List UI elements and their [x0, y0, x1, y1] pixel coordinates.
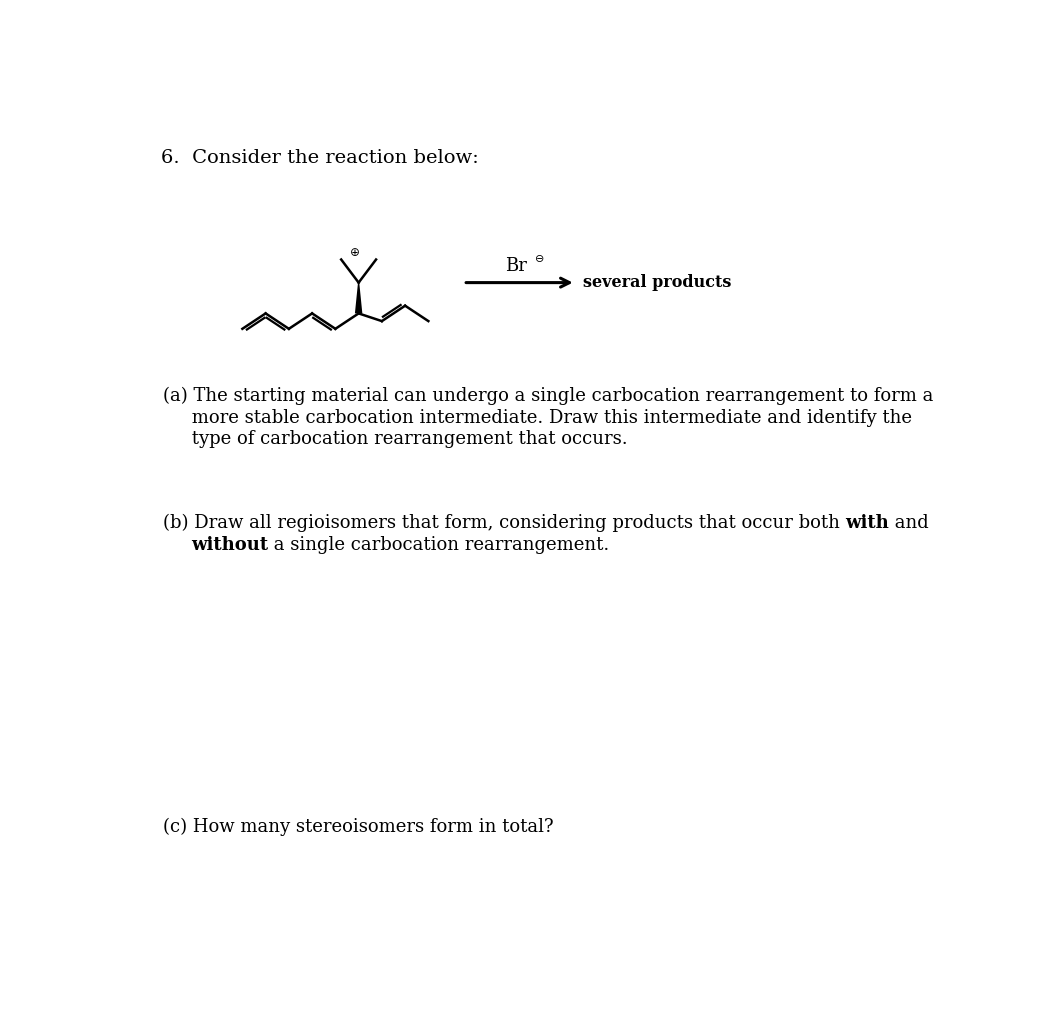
Text: $\oplus$: $\oplus$ [349, 245, 360, 259]
Text: (a) The starting material can undergo a single carbocation rearrangement to form: (a) The starting material can undergo a … [162, 386, 933, 405]
Text: several products: several products [583, 274, 732, 291]
Text: more stable carbocation intermediate. Draw this intermediate and identify the: more stable carbocation intermediate. Dr… [162, 409, 911, 427]
Text: a single carbocation rearrangement.: a single carbocation rearrangement. [268, 535, 609, 554]
Text: and: and [889, 514, 929, 531]
Text: $\ominus$: $\ominus$ [534, 254, 544, 264]
Text: type of carbocation rearrangement that occurs.: type of carbocation rearrangement that o… [162, 431, 627, 448]
Text: (c) How many stereoisomers form in total?: (c) How many stereoisomers form in total… [162, 817, 553, 836]
Text: with: with [846, 514, 889, 531]
Text: (b) Draw all regioisomers that form, considering products that occur both: (b) Draw all regioisomers that form, con… [162, 514, 846, 532]
Text: without: without [191, 535, 268, 554]
Text: Br: Br [504, 257, 526, 275]
Polygon shape [355, 283, 362, 313]
Text: 6.  Consider the reaction below:: 6. Consider the reaction below: [161, 149, 478, 167]
